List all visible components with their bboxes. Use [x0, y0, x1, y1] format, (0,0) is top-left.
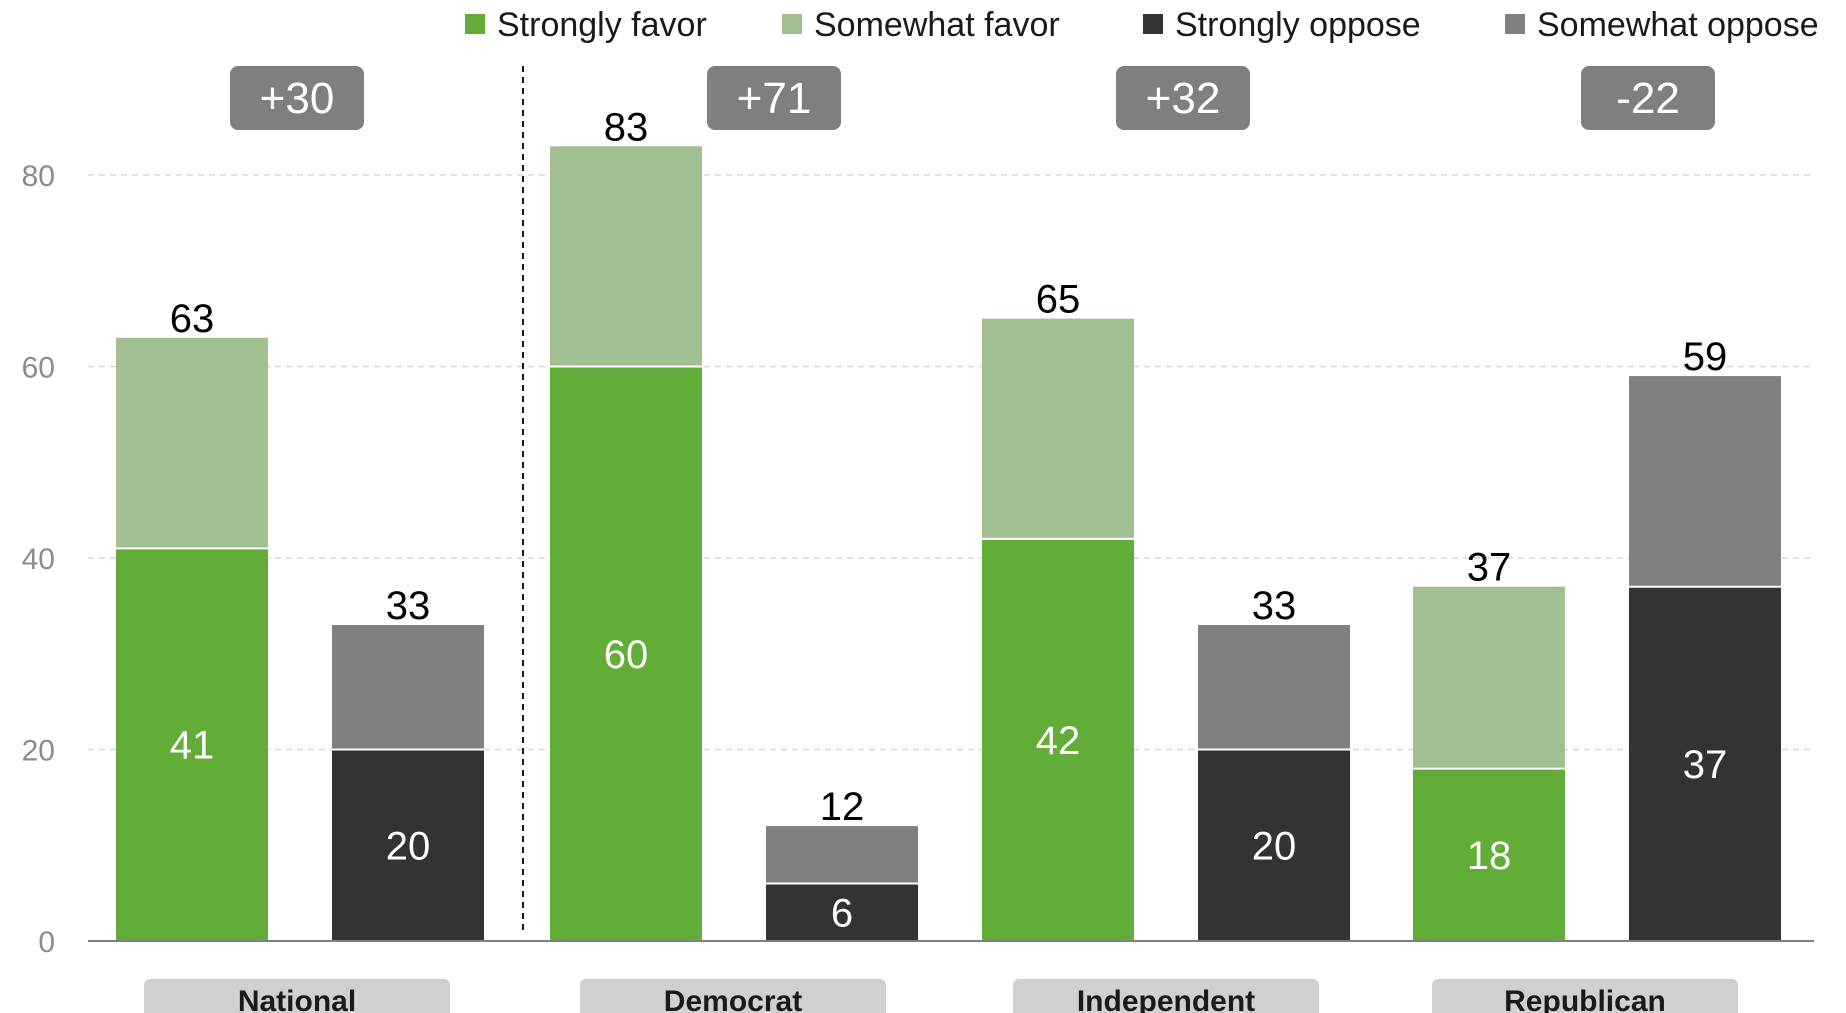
- y-tick-label: 80: [22, 160, 55, 193]
- margin-badge-text: +32: [1146, 74, 1221, 123]
- bar-somewhat-favor: [1413, 586, 1565, 769]
- group-label-text: National: [238, 985, 356, 1013]
- margin-badge: +71: [707, 66, 841, 130]
- total-value-label: 33: [386, 584, 431, 628]
- total-value-label: 65: [1036, 278, 1081, 322]
- legend-item-somewhat-favor: Somewhat favor: [782, 6, 1060, 44]
- group-label-national: National: [144, 979, 450, 1013]
- bar-strongly-oppose: [1198, 749, 1350, 941]
- legend-label: Strongly oppose: [1175, 6, 1421, 44]
- margin-badge-box: [707, 66, 841, 130]
- group-labels: National Democrat Independent Republican: [144, 979, 1738, 1013]
- bar-strongly-favor: [1413, 768, 1565, 941]
- margin-badge: +30: [230, 66, 364, 130]
- group-label-box: [1013, 979, 1319, 1013]
- bar-strongly-favor: [982, 538, 1134, 941]
- legend-swatch: [465, 14, 485, 34]
- group-label-text: Republican: [1504, 985, 1666, 1013]
- total-value-label: 83: [604, 105, 649, 149]
- group-label-box: [144, 979, 450, 1013]
- y-tick-label: 20: [22, 735, 55, 768]
- strong-value-label: 37: [1683, 743, 1728, 787]
- bar-somewhat-favor: [116, 337, 268, 549]
- margin-badge-text: +30: [260, 74, 335, 123]
- total-value-label: 12: [820, 785, 865, 829]
- group-label-independent: Independent: [1013, 979, 1319, 1013]
- bar-somewhat-oppose: [1198, 625, 1350, 750]
- margin-badge-text: +71: [737, 74, 812, 123]
- bar-strongly-favor: [550, 366, 702, 941]
- legend-item-somewhat-oppose: Somewhat oppose: [1505, 6, 1819, 44]
- bar-somewhat-favor: [550, 146, 702, 367]
- bar-strongly-oppose: [766, 883, 918, 941]
- legend-swatch: [1143, 14, 1163, 34]
- bar-somewhat-oppose: [332, 625, 484, 750]
- bar-somewhat-oppose: [766, 826, 918, 884]
- bar-strongly-oppose: [1629, 586, 1781, 941]
- group-label-box: [580, 979, 886, 1013]
- strong-value-label: 6: [831, 891, 853, 935]
- y-tick-label: 60: [22, 352, 55, 385]
- margin-badge-box: [1116, 66, 1250, 130]
- total-value-label: 59: [1683, 335, 1728, 379]
- y-tick-label: 0: [38, 926, 55, 959]
- bars: [116, 146, 1781, 941]
- group-label-text: Independent: [1077, 985, 1255, 1013]
- strong-value-label: 18: [1467, 834, 1512, 878]
- group-label-republican: Republican: [1432, 979, 1738, 1013]
- margin-badge-text: -22: [1616, 74, 1680, 123]
- legend-item-strongly-oppose: Strongly oppose: [1143, 6, 1421, 44]
- legend-label: Somewhat oppose: [1537, 6, 1819, 44]
- group-label-democrat: Democrat: [580, 979, 886, 1013]
- total-value-label: 37: [1467, 546, 1512, 590]
- margin-badge: -22: [1581, 66, 1715, 130]
- strong-value-label: 42: [1036, 719, 1081, 763]
- margin-badges: +30 +71 +32 -22: [230, 66, 1715, 130]
- legend-swatch: [1505, 14, 1525, 34]
- strong-value-label: 20: [386, 824, 431, 868]
- legend-label: Somewhat favor: [814, 6, 1060, 44]
- bar-strongly-favor: [116, 548, 268, 941]
- group-label-text: Democrat: [664, 985, 802, 1013]
- legend-swatch: [782, 14, 802, 34]
- total-value-label: 63: [170, 297, 215, 341]
- margin-badge-box: [230, 66, 364, 130]
- total-value-label: 33: [1252, 584, 1297, 628]
- margin-badge-box: [1581, 66, 1715, 130]
- bar-somewhat-favor: [982, 318, 1134, 539]
- legend-item-strongly-favor: Strongly favor: [465, 6, 707, 44]
- y-axis-ticks: 0 20 40 60 80: [22, 160, 55, 959]
- strong-value-label: 41: [170, 724, 215, 768]
- strong-value-label: 20: [1252, 824, 1297, 868]
- legend: Strongly favor Somewhat favor Strongly opp…: [465, 6, 1819, 44]
- bar-strongly-oppose: [332, 749, 484, 941]
- y-tick-label: 40: [22, 543, 55, 576]
- data-labels: 41 63 20 33 60 83 6 12 42 65 20 33 18 37 37 59: [170, 105, 1728, 935]
- legend-label: Strongly favor: [497, 6, 707, 44]
- group-label-box: [1432, 979, 1738, 1013]
- margin-badge: +32: [1116, 66, 1250, 130]
- strong-value-label: 60: [604, 633, 649, 677]
- bar-somewhat-oppose: [1629, 376, 1781, 587]
